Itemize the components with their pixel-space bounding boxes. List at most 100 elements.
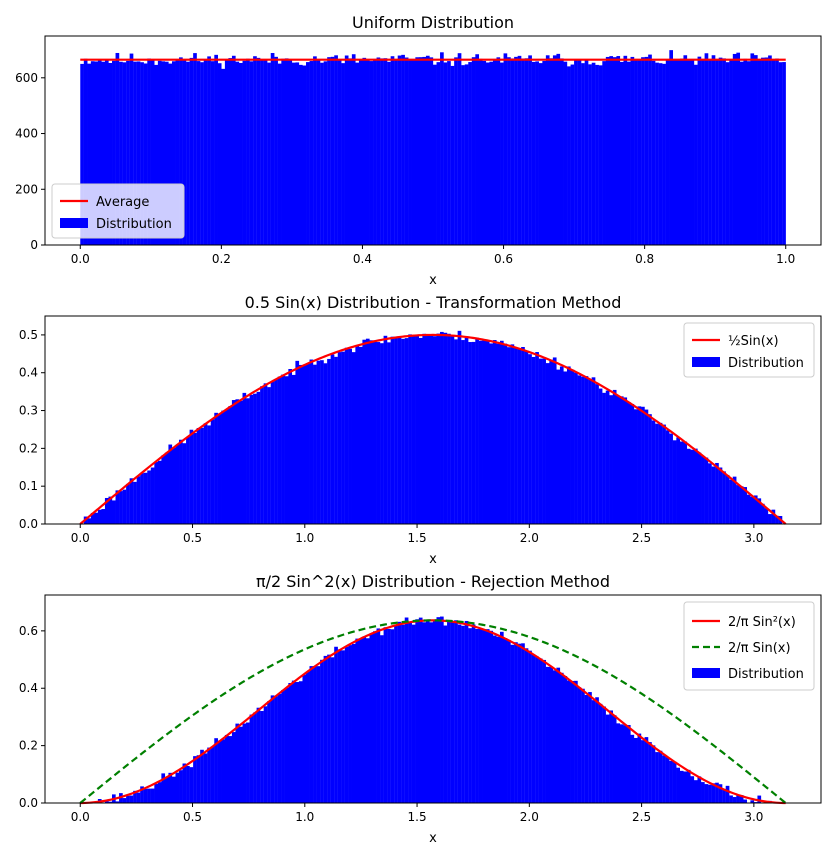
histogram-bar [147, 788, 151, 803]
histogram-bar [235, 61, 240, 246]
histogram-bar [207, 56, 211, 245]
histogram-bar [221, 410, 226, 524]
histogram-bar [249, 714, 254, 803]
histogram-bar [87, 518, 91, 524]
histogram-bar [154, 783, 158, 803]
histogram-bar [602, 392, 606, 524]
histogram-bar [305, 671, 310, 803]
histogram-bar [274, 379, 278, 524]
histogram-bar [556, 53, 561, 245]
histogram-bar [651, 745, 656, 803]
legend-label: 2/π Sin(x) [728, 641, 791, 656]
histogram-bar [341, 63, 345, 245]
histogram-bar [376, 628, 381, 803]
histogram-bar [362, 636, 367, 803]
histogram-bar [641, 57, 645, 245]
legend: ½Sin(x) Distribution [683, 322, 815, 378]
histogram-bar [263, 383, 268, 524]
histogram-bar [612, 389, 617, 524]
histogram-bar [256, 57, 261, 246]
histogram-bar [147, 58, 151, 246]
histogram-bar [161, 455, 166, 524]
histogram-bar [531, 61, 536, 245]
histogram-bar [182, 59, 187, 246]
histogram-bar [168, 444, 173, 524]
histogram-bar [284, 58, 289, 246]
histogram-bar [228, 406, 233, 524]
histogram-bar [746, 494, 751, 524]
histogram-bar [577, 59, 582, 245]
histogram-bar [679, 441, 684, 524]
histogram-bar [200, 427, 204, 524]
histogram-bar [119, 61, 123, 245]
histogram-bar [461, 625, 465, 803]
histogram-bar [224, 409, 229, 524]
histogram-bar [598, 703, 603, 803]
histogram-bar [524, 351, 529, 524]
histogram-bar [626, 402, 631, 524]
histogram-bar [450, 65, 455, 245]
histogram-bar [411, 59, 416, 245]
histogram-bar [711, 55, 716, 246]
histogram-bar [87, 63, 92, 245]
histogram-bar [408, 60, 412, 245]
histogram-bar [542, 358, 546, 524]
histogram-bar [704, 53, 709, 246]
x-tick-label: 3.0 [744, 810, 763, 824]
x-tick-label: 2.5 [632, 810, 651, 824]
x-tick-label: 0.5 [183, 531, 202, 545]
histogram-bar [164, 452, 169, 524]
histogram-bar [708, 60, 712, 245]
histogram-bar [619, 61, 624, 245]
histogram-bar [284, 687, 289, 803]
histogram-bar [298, 681, 303, 803]
histogram-bar [383, 627, 388, 803]
histogram-bar [690, 60, 695, 245]
histogram-bar [549, 666, 554, 803]
histogram-bar [701, 59, 705, 246]
histogram-bar [697, 776, 702, 803]
histogram-bar [175, 772, 180, 803]
histogram-bar [143, 788, 148, 803]
histogram-bar [517, 347, 522, 524]
histogram-bar [129, 795, 134, 803]
histogram-bar [355, 62, 360, 245]
histogram-bar [168, 772, 173, 803]
histogram-bar [436, 62, 441, 245]
histogram-bar [461, 340, 465, 524]
histogram-bar [362, 339, 367, 524]
histogram-bar [602, 61, 606, 245]
histogram-bar [249, 61, 254, 246]
histogram-bar [581, 63, 585, 245]
histogram-bar [362, 57, 367, 245]
histogram-bar [517, 643, 522, 803]
chart-title: π/2 Sin^2(x) Distribution - Rejection Me… [256, 572, 610, 591]
histogram-bar [147, 470, 151, 524]
histogram-bar [669, 433, 673, 524]
histogram-bar [574, 60, 578, 245]
histogram-bar [182, 443, 187, 524]
histogram-bar [277, 693, 282, 803]
histogram-bar [492, 58, 497, 245]
axes-frame [44, 594, 822, 804]
histogram-bar [418, 337, 423, 524]
histogram-bar [683, 771, 688, 803]
histogram-bar [365, 338, 370, 524]
histogram-bar [351, 54, 356, 246]
histogram-bar [418, 617, 423, 803]
histogram-bar [390, 629, 395, 803]
histogram-bar [415, 57, 420, 245]
axes-frame [44, 315, 822, 525]
histogram-bar [157, 60, 162, 245]
histogram-bar [492, 635, 497, 803]
histogram-bar [112, 500, 116, 524]
histogram-bar [559, 366, 564, 524]
legend-label: Distribution [96, 217, 172, 232]
histogram-bar [171, 447, 176, 524]
histogram-bar [485, 340, 490, 524]
histogram-bar [464, 620, 469, 803]
histogram-bar [270, 695, 275, 803]
histogram-bar [535, 61, 539, 245]
histogram-bar [369, 633, 374, 803]
histogram-bar [104, 497, 109, 524]
